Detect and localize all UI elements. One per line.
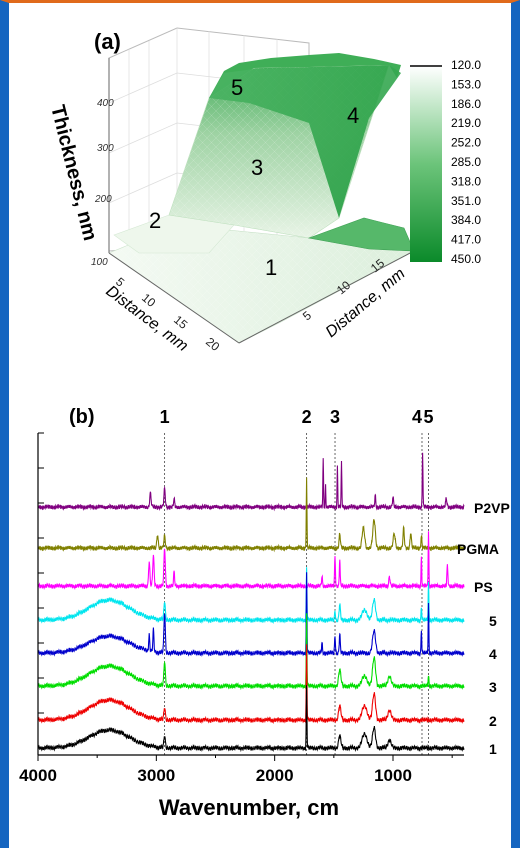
z-tick: 400 bbox=[97, 98, 114, 109]
colorbar-label: 252.0 bbox=[451, 136, 481, 150]
peak-label: 1 bbox=[160, 407, 170, 427]
peak-label: 3 bbox=[330, 407, 340, 427]
colorbar-labels: 120.0 153.0 186.0 219.0 252.0 285.0 318.0 351.0… bbox=[451, 58, 481, 266]
surface-edge-patch bbox=[307, 217, 415, 252]
surface-step-region bbox=[113, 214, 235, 254]
trace-label: 1 bbox=[489, 741, 497, 757]
region-label-2: 2 bbox=[149, 208, 161, 233]
trace-label: 4 bbox=[489, 646, 497, 662]
colorbar-label: 285.0 bbox=[451, 155, 481, 169]
colorbar-label: 417.0 bbox=[451, 233, 481, 247]
colorbar-label: 120.0 bbox=[451, 58, 481, 72]
box-front-edges bbox=[108, 58, 415, 344]
peak-label: 5 bbox=[424, 407, 434, 427]
colorbar bbox=[410, 66, 442, 262]
trace-label: 3 bbox=[489, 679, 497, 695]
x-tick-label-b: 3000 bbox=[137, 766, 175, 785]
colorbar-label: 450.0 bbox=[451, 252, 481, 266]
colorbar-label: 186.0 bbox=[451, 97, 481, 111]
panel-a-label: (a) bbox=[94, 29, 121, 54]
x-tick-marks-b bbox=[37, 755, 453, 761]
x-tick-label-b: 2000 bbox=[256, 766, 294, 785]
x-axis-label-b: Wavenumber, cm bbox=[159, 795, 339, 820]
region-label-4: 4 bbox=[347, 103, 359, 128]
trace-5 bbox=[37, 567, 465, 625]
z-ticks: 100 200 300 400 bbox=[91, 98, 114, 268]
trace-p2vp bbox=[37, 452, 465, 512]
trace-label: PS bbox=[474, 579, 493, 595]
peak-label: 2 bbox=[302, 407, 312, 427]
colorbar-label: 219.0 bbox=[451, 116, 481, 130]
y-tick-marks-b bbox=[38, 432, 44, 749]
x-tick-label-b: 4000 bbox=[19, 766, 57, 785]
surface-plateau-region bbox=[209, 65, 401, 218]
trace-2 bbox=[37, 644, 465, 725]
trace-4 bbox=[37, 572, 465, 658]
figure-canvas: (a) bbox=[19, 27, 510, 820]
trace-label: 5 bbox=[489, 613, 497, 629]
colorbar-label: 318.0 bbox=[451, 174, 481, 188]
region-label-1: 1 bbox=[265, 255, 277, 280]
x-tick-a: 20 bbox=[203, 335, 222, 355]
trace-3 bbox=[37, 613, 465, 691]
x-tick-label-b: 1000 bbox=[374, 766, 412, 785]
z-tick: 200 bbox=[94, 194, 112, 205]
trace-1 bbox=[37, 685, 465, 753]
surface-mesh-low bbox=[109, 225, 414, 343]
region-label-5: 5 bbox=[231, 75, 243, 100]
spectra-traces bbox=[37, 452, 465, 753]
z-axis-label: Thickness, nm bbox=[46, 103, 101, 243]
y-tick-a: 5 bbox=[300, 308, 314, 323]
colorbar-label: 384.0 bbox=[451, 213, 481, 227]
trace-label: 2 bbox=[489, 713, 497, 729]
colorbar-label: 351.0 bbox=[451, 194, 481, 208]
panel-b-label: (b) bbox=[69, 406, 95, 428]
trace-label: P2VP bbox=[474, 500, 510, 516]
trace-ps bbox=[37, 531, 465, 591]
surface-top-edge bbox=[209, 53, 401, 98]
z-tick: 300 bbox=[97, 143, 114, 154]
trace-pgma bbox=[37, 477, 465, 553]
peak-guides bbox=[164, 433, 429, 755]
colorbar-label: 153.0 bbox=[451, 77, 481, 91]
trace-label: PGMA bbox=[457, 541, 499, 557]
z-tick: 100 bbox=[91, 257, 108, 268]
x-tick-labels-b: 4000 3000 2000 1000 bbox=[19, 766, 412, 785]
panel-a: (a) bbox=[46, 27, 481, 355]
peak-label: 4 bbox=[412, 407, 422, 427]
trace-labels: P2VP PGMA PS 5 4 3 2 1 bbox=[457, 500, 510, 757]
region-label-3: 3 bbox=[251, 155, 263, 180]
